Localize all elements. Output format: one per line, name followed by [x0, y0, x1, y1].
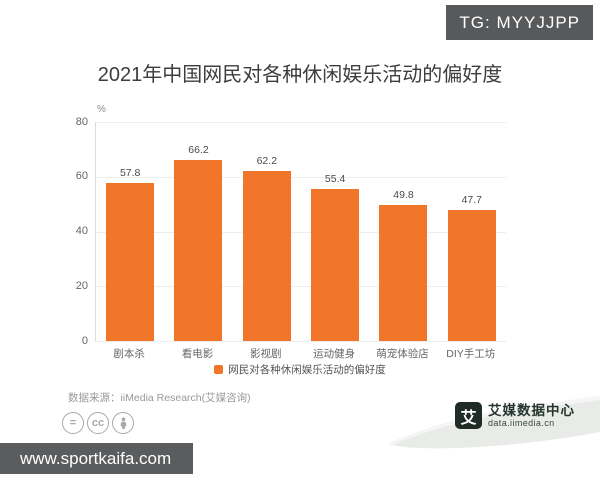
cc-icon: cc — [87, 412, 109, 434]
bar — [174, 159, 223, 341]
gridline — [96, 122, 506, 123]
bar — [447, 210, 496, 341]
category-label: 剧本杀 — [113, 348, 145, 360]
chart-title: 2021年中国网民对各种休闲娱乐活动的偏好度 — [97, 64, 503, 86]
bar — [379, 204, 428, 341]
bar — [106, 182, 155, 341]
watermark-bar: www.sportkaifa.com — [0, 443, 193, 474]
gridline — [96, 231, 506, 233]
bar-value-label: 49.8 — [393, 188, 414, 201]
bar-value-label: 47.7 — [461, 194, 483, 207]
iimedia-logo: 艾 艾媒数据中心 data.iimedia.cn — [455, 402, 575, 429]
iimedia-logo-text: 艾媒数据中心 data.iimedia.cn — [488, 403, 575, 429]
bar-value-label: 66.2 — [188, 143, 209, 156]
category-label: DIY手工坊 — [446, 348, 496, 360]
category-label: 运动健身 — [313, 348, 356, 360]
category-label: 萌宠体验店 — [376, 348, 429, 360]
data-source: 数据来源：iiMedia Research(艾媒咨询) — [68, 392, 251, 404]
iimedia-logo-name: 艾媒数据中心 — [488, 402, 575, 418]
bar — [242, 170, 291, 341]
y-tick-label: 40 — [75, 225, 88, 237]
person-icon — [112, 412, 134, 434]
y-tick-label: 0 — [81, 334, 88, 347]
bar-value-label: 62.2 — [256, 154, 278, 167]
bar-slot: 57.8 — [96, 122, 164, 341]
bar — [311, 189, 360, 341]
category-label: 影视剧 — [250, 348, 282, 360]
plot-area: 57.8 66.2 62.2 55.4 49.8 47.7 — [95, 122, 506, 342]
bar-slot: 49.8 — [369, 122, 437, 341]
y-tick-label: 20 — [75, 279, 88, 292]
x-axis-labels: 剧本杀 看电影 影视剧 运动健身 萌宠体验店 DIY手工坊 — [95, 346, 505, 361]
tg-badge: TG: MYYJJPP — [446, 5, 593, 40]
bar-value-label: 55.4 — [324, 173, 346, 186]
y-axis-unit: % — [97, 104, 106, 115]
gridline — [96, 286, 506, 288]
y-tick-label: 60 — [75, 170, 88, 183]
legend-swatch — [214, 365, 224, 374]
category-label: 看电影 — [181, 348, 214, 360]
iimedia-logo-url: data.iimedia.cn — [488, 417, 555, 428]
y-tick-label: 80 — [75, 115, 88, 128]
bar-slot: 55.4 — [301, 122, 369, 341]
bar-slot: 66.2 — [164, 122, 232, 341]
y-axis: 0 20 40 60 80 — [50, 116, 88, 347]
license-icons: = cc — [62, 412, 134, 434]
bars-container: 57.8 66.2 62.2 55.4 49.8 47.7 — [96, 122, 506, 341]
bar-slot: 47.7 — [438, 122, 506, 341]
legend: 网民对各种休闲娱乐活动的偏好度 — [95, 362, 505, 377]
bar-slot: 62.2 — [233, 122, 301, 341]
bar-value-label: 57.8 — [119, 166, 141, 179]
person-glyph — [120, 417, 126, 429]
equals-icon: = — [62, 412, 84, 434]
iimedia-logo-mark: 艾 — [455, 402, 482, 429]
ribbon-decoration — [388, 396, 600, 449]
watermark-url: www.sportkaifa.com — [20, 448, 172, 468]
legend-label: 网民对各种休闲娱乐活动的偏好度 — [228, 364, 386, 376]
gridline — [96, 176, 506, 178]
